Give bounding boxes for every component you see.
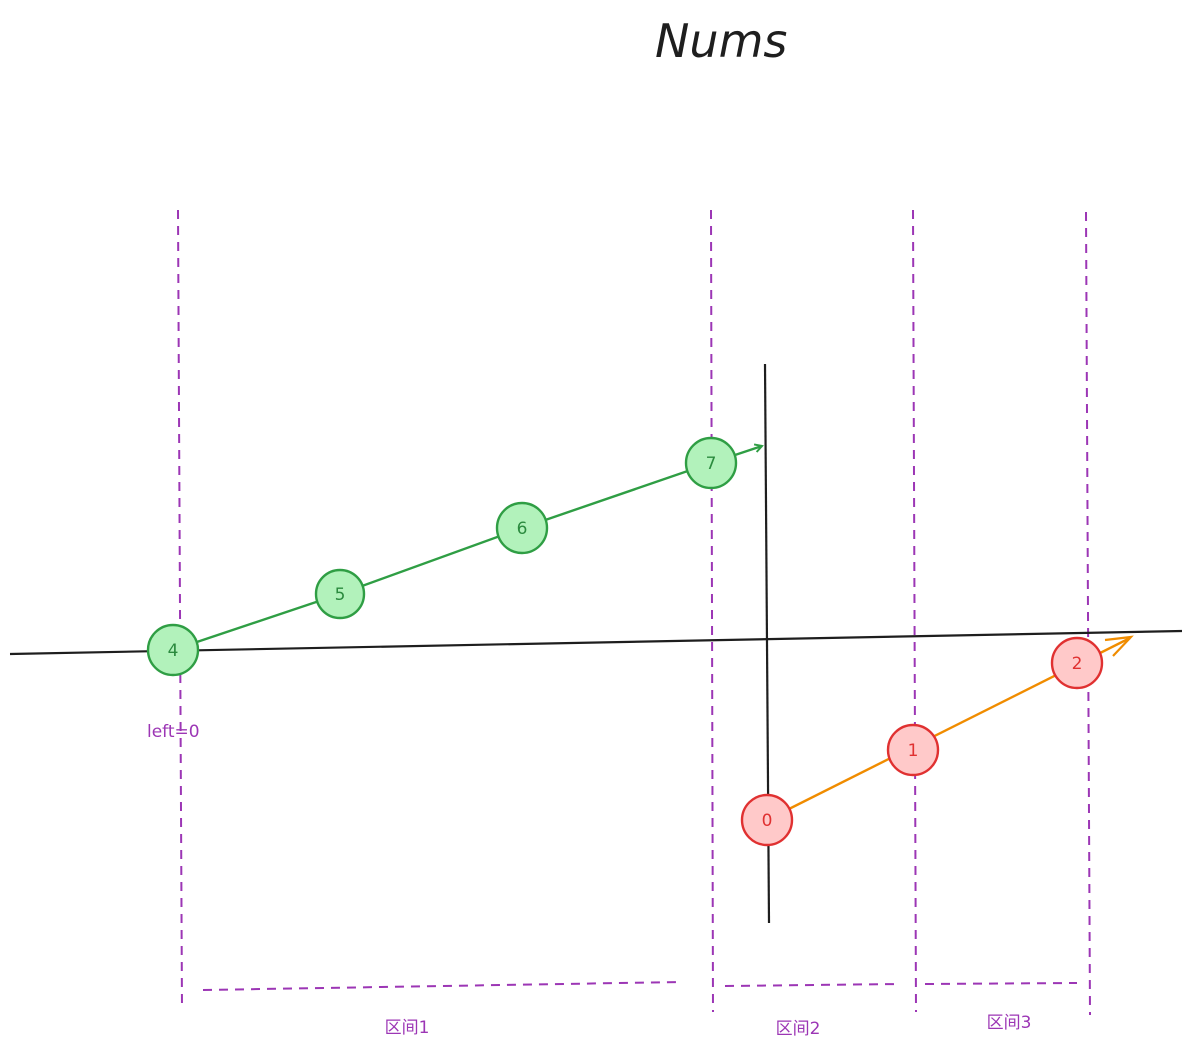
interval-line-3 bbox=[924, 982, 1078, 985]
node-red-1-label: 0 bbox=[762, 811, 773, 831]
diagram-title: Nums bbox=[655, 14, 787, 68]
node-green-4: 7 bbox=[684, 436, 738, 490]
node-green-2: 5 bbox=[314, 568, 366, 620]
node-green-1-label: 4 bbox=[168, 641, 179, 661]
ascending-run-line bbox=[172, 446, 762, 652]
node-red-2-label: 1 bbox=[908, 741, 919, 761]
interval-line-1 bbox=[202, 981, 682, 991]
rotated-run-nodes: 0 1 2 bbox=[740, 636, 1104, 847]
node-red-3-label: 2 bbox=[1072, 654, 1083, 674]
interval-lines bbox=[202, 981, 1078, 991]
divider-line-4 bbox=[1085, 211, 1091, 1016]
interval-label-2: 区间2 bbox=[776, 1019, 821, 1039]
node-red-3: 2 bbox=[1050, 636, 1104, 690]
horizontal-axis bbox=[9, 629, 1183, 656]
divider-line-3 bbox=[912, 209, 917, 1013]
divider-line-1 bbox=[177, 209, 183, 1011]
rotated-run-arrowhead bbox=[1104, 635, 1134, 657]
vertical-dividers bbox=[177, 209, 1091, 1016]
ascending-run-nodes: 4 5 6 7 bbox=[146, 436, 738, 677]
node-green-4-label: 7 bbox=[706, 454, 717, 474]
node-green-3: 6 bbox=[495, 501, 549, 555]
node-green-3-label: 6 bbox=[517, 519, 528, 539]
node-green-2-label: 5 bbox=[335, 585, 346, 605]
divider-line-2 bbox=[710, 209, 714, 1013]
node-green-1: 4 bbox=[146, 623, 200, 677]
left-marker-label: left=0 bbox=[147, 722, 200, 742]
interval-label-3: 区间3 bbox=[987, 1013, 1032, 1033]
interval-label-1: 区间1 bbox=[385, 1018, 430, 1038]
interval-line-2 bbox=[724, 983, 901, 987]
node-red-1: 0 bbox=[740, 793, 794, 847]
node-red-2: 1 bbox=[886, 723, 940, 777]
